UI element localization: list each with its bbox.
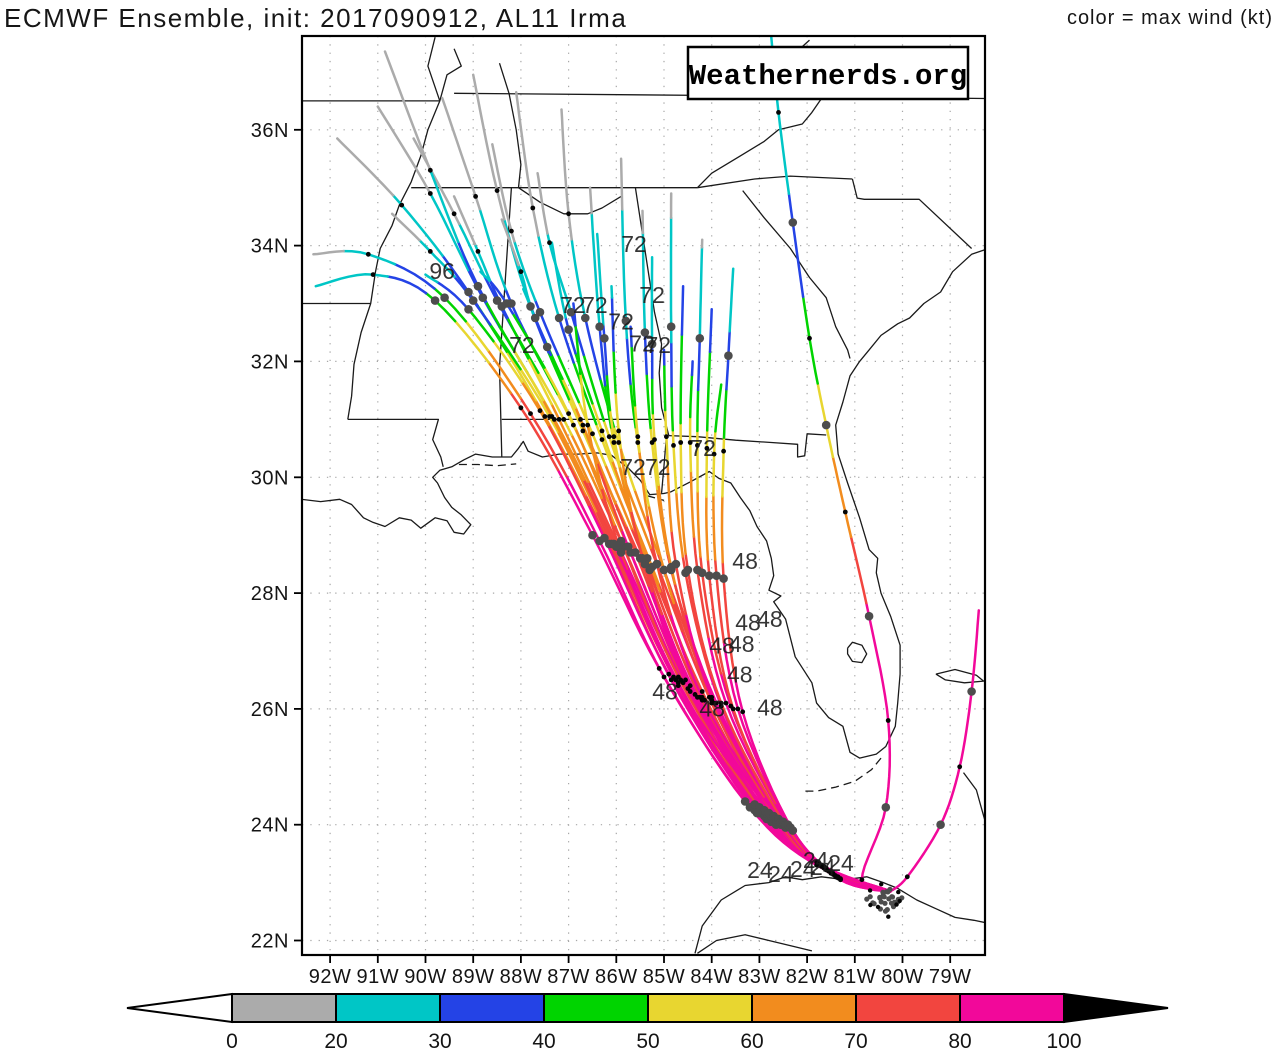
- svg-text:81W: 81W: [833, 966, 876, 988]
- map-frame: [300, 34, 987, 957]
- chart-title: ECMWF Ensemble, init: 2017090912, AL11 I…: [4, 3, 628, 33]
- svg-text:84W: 84W: [690, 966, 733, 988]
- svg-text:60: 60: [740, 1030, 763, 1053]
- svg-text:91W: 91W: [356, 966, 399, 988]
- svg-text:48: 48: [709, 632, 735, 658]
- position-dot-layer: [365, 110, 976, 919]
- svg-text:48: 48: [729, 631, 755, 657]
- svg-text:72: 72: [620, 454, 646, 480]
- svg-text:48: 48: [757, 606, 783, 632]
- svg-text:30: 30: [428, 1030, 451, 1053]
- colorbar: 0 20 30 40 50 60 70 80 100: [126, 992, 1169, 1053]
- svg-text:100: 100: [1046, 1030, 1081, 1053]
- axis-labels: 92W 91W 90W 89W 88W 87W 86W 85W 84W 83W 82W 81W 80W 7…: [251, 120, 972, 988]
- watermark-frame: [686, 45, 970, 101]
- svg-text:24: 24: [790, 856, 816, 882]
- svg-text:24: 24: [768, 861, 794, 887]
- svg-text:28N: 28N: [251, 583, 289, 605]
- svg-text:85W: 85W: [643, 966, 686, 988]
- svg-text:72: 72: [639, 282, 665, 308]
- svg-text:70: 70: [844, 1030, 867, 1053]
- svg-text:0: 0: [226, 1030, 238, 1053]
- svg-text:72: 72: [629, 331, 655, 357]
- watermark-text: Weathernerds.org: [689, 60, 967, 93]
- svg-text:50: 50: [636, 1030, 659, 1053]
- svg-text:72: 72: [582, 292, 608, 318]
- svg-text:72: 72: [608, 309, 634, 335]
- svg-text:22N: 22N: [251, 931, 289, 953]
- svg-text:96: 96: [429, 258, 455, 284]
- svg-text:34N: 34N: [251, 236, 289, 258]
- svg-text:32N: 32N: [251, 351, 289, 373]
- svg-text:24N: 24N: [251, 815, 289, 837]
- svg-text:80W: 80W: [881, 966, 924, 988]
- svg-text:48: 48: [652, 679, 678, 705]
- svg-text:48: 48: [757, 694, 783, 720]
- svg-text:72: 72: [621, 231, 647, 257]
- svg-text:90W: 90W: [404, 966, 447, 988]
- svg-text:87W: 87W: [547, 966, 590, 988]
- svg-text:92W: 92W: [309, 966, 352, 988]
- svg-text:72: 72: [646, 332, 672, 358]
- svg-text:48: 48: [735, 610, 761, 636]
- svg-text:72: 72: [690, 435, 716, 461]
- svg-text:48: 48: [727, 661, 753, 687]
- svg-text:72: 72: [645, 454, 671, 480]
- svg-text:82W: 82W: [786, 966, 829, 988]
- watermark-box: Weathernerds.org: [686, 45, 970, 101]
- svg-text:88W: 88W: [500, 966, 543, 988]
- svg-text:89W: 89W: [452, 966, 495, 988]
- svg-text:24: 24: [828, 850, 854, 876]
- svg-text:24: 24: [810, 854, 836, 880]
- svg-text:40: 40: [532, 1030, 555, 1053]
- svg-text:30N: 30N: [251, 467, 289, 489]
- svg-text:86W: 86W: [595, 966, 638, 988]
- svg-text:26N: 26N: [251, 699, 289, 721]
- svg-text:24: 24: [747, 857, 773, 883]
- svg-text:72: 72: [509, 332, 535, 358]
- svg-text:79W: 79W: [929, 966, 972, 988]
- svg-text:24: 24: [803, 847, 829, 873]
- svg-text:80: 80: [948, 1030, 971, 1053]
- svg-text:48: 48: [732, 548, 758, 574]
- svg-text:83W: 83W: [738, 966, 781, 988]
- svg-text:72: 72: [560, 292, 586, 318]
- color-legend-note: color = max wind (kt): [1066, 7, 1273, 29]
- svg-text:20: 20: [324, 1030, 347, 1053]
- svg-text:48: 48: [699, 695, 725, 721]
- svg-text:36N: 36N: [251, 120, 289, 142]
